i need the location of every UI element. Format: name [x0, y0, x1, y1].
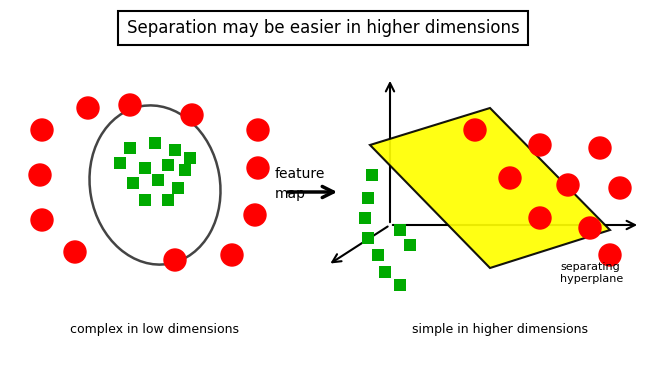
Circle shape	[77, 97, 99, 119]
Bar	[359, 212, 371, 224]
Circle shape	[181, 104, 203, 126]
Circle shape	[119, 94, 141, 116]
Bar	[394, 224, 406, 236]
Bar	[149, 137, 161, 149]
Circle shape	[221, 244, 243, 266]
Bar	[362, 192, 374, 204]
Circle shape	[247, 119, 269, 141]
Circle shape	[31, 209, 53, 231]
Text: separating
hyperplane: separating hyperplane	[560, 262, 623, 284]
Text: map: map	[275, 187, 306, 201]
Bar	[179, 164, 191, 176]
Circle shape	[599, 244, 621, 266]
Bar	[184, 152, 196, 164]
Bar	[162, 159, 174, 171]
Bar	[379, 266, 391, 278]
Bar	[366, 169, 378, 181]
Bar	[114, 157, 126, 169]
Bar	[172, 182, 184, 194]
Bar	[372, 249, 384, 261]
Bar	[162, 194, 174, 206]
Bar	[124, 142, 136, 154]
Bar	[139, 194, 151, 206]
Circle shape	[499, 167, 521, 189]
Circle shape	[247, 157, 269, 179]
Circle shape	[589, 137, 611, 159]
Text: Separation may be easier in higher dimensions: Separation may be easier in higher dimen…	[127, 19, 519, 37]
Bar	[152, 174, 164, 186]
Circle shape	[31, 119, 53, 141]
Circle shape	[557, 174, 579, 196]
Bar	[127, 177, 139, 189]
Text: simple in higher dimensions: simple in higher dimensions	[412, 324, 588, 336]
Circle shape	[29, 164, 51, 186]
Circle shape	[164, 249, 186, 271]
Text: feature: feature	[275, 167, 326, 181]
Circle shape	[579, 217, 601, 239]
Bar	[169, 144, 181, 156]
Circle shape	[64, 241, 86, 263]
Circle shape	[529, 134, 551, 156]
Circle shape	[529, 207, 551, 229]
Circle shape	[244, 204, 266, 226]
Text: complex in low dimensions: complex in low dimensions	[70, 324, 240, 336]
Bar	[394, 279, 406, 291]
Bar	[362, 232, 374, 244]
Circle shape	[464, 119, 486, 141]
Bar	[404, 239, 416, 251]
Bar	[139, 162, 151, 174]
Polygon shape	[370, 108, 610, 268]
Circle shape	[609, 177, 631, 199]
